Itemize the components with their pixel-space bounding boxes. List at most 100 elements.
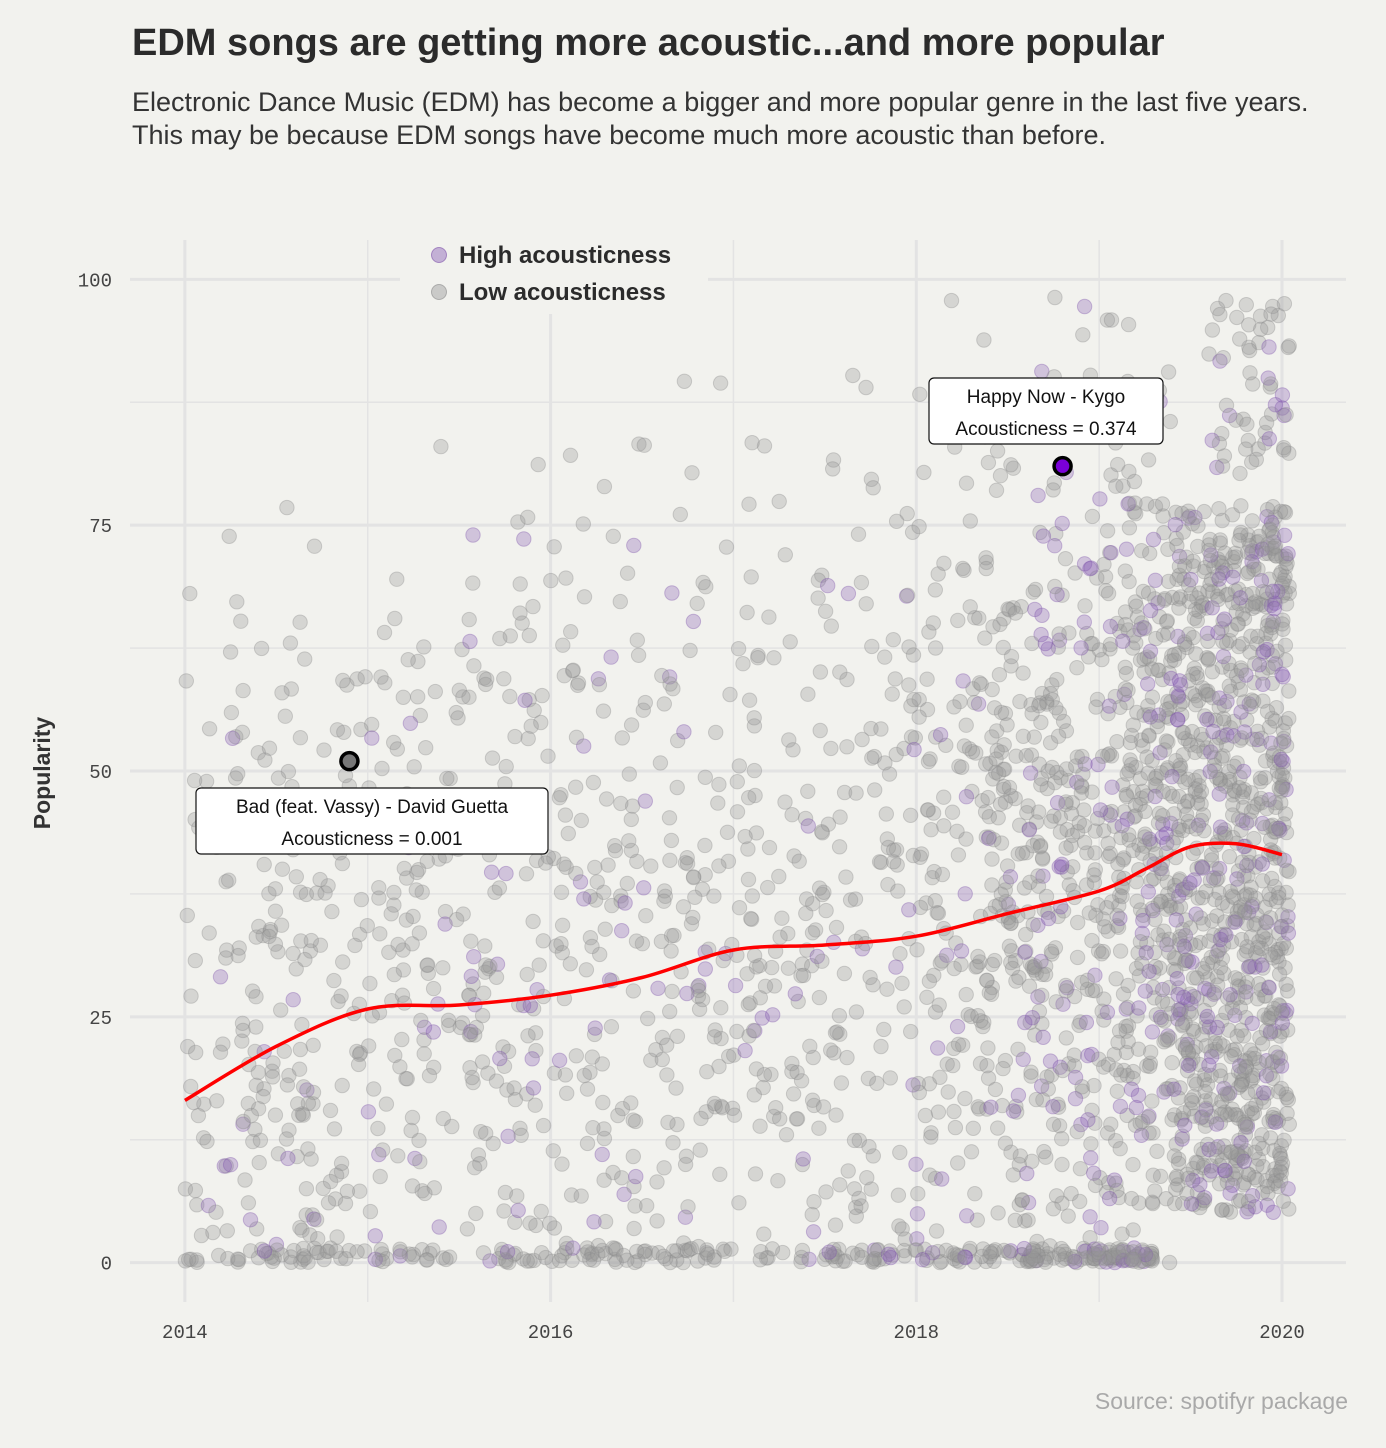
point-low-acousticness <box>230 1251 246 1267</box>
point-low-acousticness <box>1214 659 1231 675</box>
point-high-acousticness <box>1263 514 1280 531</box>
point-high-acousticness <box>1177 1117 1193 1134</box>
point-high-acousticness <box>1203 1163 1220 1179</box>
point-low-acousticness <box>1138 788 1155 804</box>
point-low-acousticness <box>690 988 707 1005</box>
point-low-acousticness <box>455 689 471 705</box>
point-low-acousticness <box>1119 1252 1135 1269</box>
point-high-acousticness <box>1177 927 1194 944</box>
point-high-acousticness <box>934 1171 950 1187</box>
point-low-acousticness <box>678 1148 695 1164</box>
point-low-acousticness <box>1252 1030 1268 1046</box>
point-high-acousticness <box>1181 1057 1197 1074</box>
point-low-acousticness <box>497 1252 514 1268</box>
point-low-acousticness <box>334 1077 350 1094</box>
point-low-acousticness <box>1137 829 1153 845</box>
point-low-acousticness <box>989 723 1005 739</box>
point-high-acousticness <box>1267 397 1284 413</box>
point-low-acousticness <box>1125 1156 1141 1173</box>
point-low-acousticness <box>478 1125 494 1142</box>
point-low-acousticness <box>1259 501 1276 518</box>
point-high-acousticness <box>800 818 816 834</box>
point-high-acousticness <box>1037 635 1054 652</box>
point-low-acousticness <box>1129 704 1145 721</box>
point-high-acousticness <box>691 977 707 994</box>
point-low-acousticness <box>421 1068 438 1084</box>
point-low-acousticness <box>237 1172 253 1188</box>
point-low-acousticness <box>1238 1009 1254 1026</box>
point-high-acousticness <box>1082 561 1098 577</box>
point-high-acousticness <box>909 1231 925 1247</box>
point-low-acousticness <box>902 807 919 823</box>
point-low-acousticness <box>1052 824 1069 840</box>
point-low-acousticness <box>1206 559 1222 575</box>
point-low-acousticness <box>488 1073 505 1089</box>
point-low-acousticness <box>1214 458 1231 474</box>
point-low-acousticness <box>189 1197 205 1213</box>
point-low-acousticness <box>359 918 375 934</box>
point-low-acousticness <box>1099 900 1115 916</box>
point-low-acousticness <box>1277 806 1294 822</box>
point-low-acousticness <box>1275 1193 1292 1209</box>
point-low-acousticness <box>1099 1184 1115 1201</box>
point-low-acousticness <box>989 443 1006 459</box>
point-low-acousticness <box>880 839 897 856</box>
point-low-acousticness <box>1156 1034 1172 1050</box>
point-low-acousticness <box>1083 1250 1099 1266</box>
point-low-acousticness <box>595 1094 611 1111</box>
point-low-acousticness <box>1176 571 1192 587</box>
point-low-acousticness <box>438 1251 454 1268</box>
point-low-acousticness <box>1161 979 1177 996</box>
point-low-acousticness <box>1160 1081 1176 1097</box>
point-low-acousticness <box>806 1194 822 1210</box>
point-low-acousticness <box>1204 322 1221 338</box>
point-low-acousticness <box>228 729 244 745</box>
point-low-acousticness <box>1023 1248 1040 1264</box>
y-tick-label: 0 <box>101 1254 112 1276</box>
point-high-acousticness <box>1051 859 1067 875</box>
point-low-acousticness <box>267 881 284 897</box>
point-low-acousticness <box>1153 1011 1170 1028</box>
point-low-acousticness <box>1039 696 1055 712</box>
point-low-acousticness <box>977 630 993 646</box>
point-low-acousticness <box>298 886 315 903</box>
point-low-acousticness <box>775 1244 791 1261</box>
point-low-acousticness <box>694 881 711 897</box>
point-low-acousticness <box>568 865 584 882</box>
point-low-acousticness <box>698 1245 715 1261</box>
point-high-acousticness <box>1133 1127 1150 1144</box>
point-low-acousticness <box>1213 1106 1229 1123</box>
point-low-acousticness <box>291 1107 307 1124</box>
point-low-acousticness <box>377 675 393 691</box>
point-low-acousticness <box>466 1160 483 1176</box>
point-low-acousticness <box>1055 903 1072 919</box>
point-low-acousticness <box>351 1046 368 1063</box>
point-low-acousticness <box>1180 771 1196 787</box>
point-low-acousticness <box>731 1195 747 1211</box>
point-low-acousticness <box>435 1250 451 1266</box>
point-low-acousticness <box>1229 1028 1245 1044</box>
point-low-acousticness <box>1066 1058 1083 1074</box>
highlight-point-bad <box>339 750 360 772</box>
point-low-acousticness <box>294 1016 310 1033</box>
point-low-acousticness <box>1160 693 1176 710</box>
point-low-acousticness <box>946 1040 962 1057</box>
point-high-acousticness <box>1123 1081 1140 1097</box>
point-low-acousticness <box>414 1183 430 1199</box>
point-low-acousticness <box>697 837 713 854</box>
point-high-acousticness <box>1150 595 1166 611</box>
point-low-acousticness <box>1103 1116 1119 1132</box>
point-low-acousticness <box>1242 887 1259 903</box>
point-low-acousticness <box>965 1120 981 1137</box>
point-high-acousticness <box>958 789 975 805</box>
point-low-acousticness <box>1100 706 1116 722</box>
point-low-acousticness <box>1275 779 1291 795</box>
point-low-acousticness <box>279 499 295 516</box>
point-high-acousticness <box>1030 487 1046 504</box>
point-low-acousticness <box>921 973 938 989</box>
point-low-acousticness <box>743 910 759 927</box>
point-low-acousticness <box>1181 1004 1197 1020</box>
point-low-acousticness <box>1250 939 1266 955</box>
point-low-acousticness <box>1172 899 1189 915</box>
point-low-acousticness <box>1047 940 1064 956</box>
